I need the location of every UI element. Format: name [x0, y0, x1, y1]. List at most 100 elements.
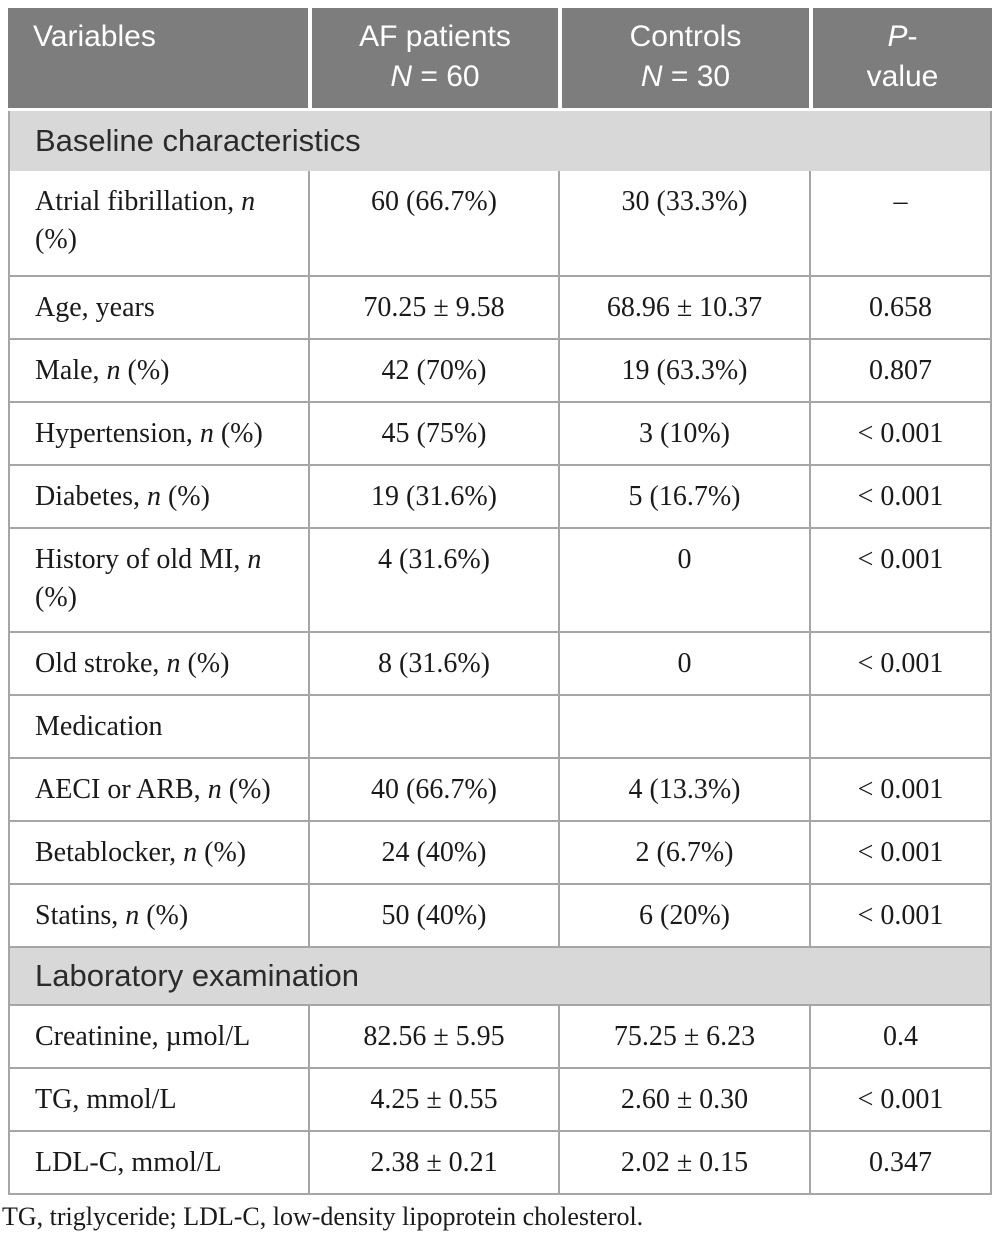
- label-suffix: (%): [139, 900, 189, 931]
- label-italic-n: n: [241, 186, 256, 217]
- label-text: Hypertension,: [35, 418, 200, 449]
- label-text: Creatinine, µmol/L: [35, 1021, 251, 1052]
- header-af-count: = 60: [412, 60, 480, 93]
- label-suffix: (%): [197, 837, 247, 868]
- label-suffix: (%): [35, 582, 77, 613]
- cell-controls-ldl-c: 2.02 ± 0.15: [558, 1130, 809, 1193]
- label-text: Statins,: [35, 900, 126, 931]
- header-controls-count: = 30: [662, 60, 731, 93]
- label-text: LDL-C, mmol/L: [35, 1147, 222, 1178]
- row-label-statins: Statins, n (%): [10, 883, 308, 946]
- cell-controls-tg: 2.60 ± 0.30: [558, 1067, 809, 1130]
- header-af-line2: N = 60: [312, 57, 558, 97]
- label-italic-n: n: [146, 481, 161, 512]
- cell-af-old-stroke: 8 (31.6%): [308, 631, 558, 694]
- label-text: Atrial fibrillation,: [35, 186, 242, 217]
- cell-af-hypertension: 45 (75%): [308, 401, 558, 464]
- header-p-dash: -: [907, 20, 918, 53]
- cell-af-diabetes: 19 (31.6%): [308, 464, 558, 527]
- cell-pvalue-history-old-mi: < 0.001: [809, 527, 990, 631]
- cell-controls-creatinine: 75.25 ± 6.23: [558, 1004, 809, 1067]
- row-label-medication: Medication: [10, 694, 308, 757]
- header-p-value: P- value: [809, 8, 992, 108]
- cell-controls-history-old-mi: 0: [558, 527, 809, 631]
- label-suffix: (%): [180, 648, 230, 679]
- cell-controls-statins: 6 (20%): [558, 883, 809, 946]
- label-suffix: (%): [213, 418, 263, 449]
- header-controls-n-italic: N: [640, 60, 663, 93]
- row-label-atrial-fibrillation: Atrial fibrillation, n (%): [10, 171, 308, 275]
- cell-pvalue-age: 0.658: [809, 275, 990, 338]
- cell-af-medication: [308, 694, 558, 757]
- cell-af-male: 42 (70%): [308, 338, 558, 401]
- header-controls: Controls N = 30: [558, 8, 809, 108]
- header-p-line1: P-: [813, 17, 992, 57]
- cell-controls-male: 19 (63.3%): [558, 338, 809, 401]
- label-italic-n: n: [207, 774, 222, 805]
- row-label-betablocker: Betablocker, n (%): [10, 820, 308, 883]
- label-text: AECI or ARB,: [35, 774, 208, 805]
- label-text: Male,: [35, 355, 107, 386]
- row-label-hypertension: Hypertension, n (%): [10, 401, 308, 464]
- label-suffix: (%): [35, 224, 77, 255]
- cell-pvalue-atrial-fibrillation: –: [809, 171, 990, 275]
- cell-af-ldl-c: 2.38 ± 0.21: [308, 1130, 558, 1193]
- table-body: Baseline characteristics Atrial fibrilla…: [8, 111, 992, 1195]
- header-p-italic: P: [887, 20, 908, 53]
- cell-controls-hypertension: 3 (10%): [558, 401, 809, 464]
- row-label-male: Male, n (%): [10, 338, 308, 401]
- row-label-aeci-or-arb: AECI or ARB, n (%): [10, 757, 308, 820]
- cell-pvalue-ldl-c: 0.347: [809, 1130, 990, 1193]
- cell-pvalue-diabetes: < 0.001: [809, 464, 990, 527]
- row-label-creatinine: Creatinine, µmol/L: [10, 1004, 308, 1067]
- label-text: TG, mmol/L: [35, 1084, 177, 1115]
- cell-pvalue-betablocker: < 0.001: [809, 820, 990, 883]
- cell-pvalue-creatinine: 0.4: [809, 1004, 990, 1067]
- cell-pvalue-statins: < 0.001: [809, 883, 990, 946]
- row-label-ldl-c: LDL-C, mmol/L: [10, 1130, 308, 1193]
- table-header-row: Variables AF patients N = 60 Controls N …: [8, 8, 992, 108]
- cell-pvalue-aeci-or-arb: < 0.001: [809, 757, 990, 820]
- label-text: Age, years: [35, 292, 155, 323]
- cell-controls-old-stroke: 0: [558, 631, 809, 694]
- label-italic-n: n: [183, 837, 198, 868]
- header-p-line2: value: [866, 60, 939, 93]
- row-label-history-old-mi: History of old MI, n (%): [10, 527, 308, 631]
- cell-controls-medication: [558, 694, 809, 757]
- table-footnote: TG, triglyceride; LDL-C, low-density lip…: [2, 1202, 644, 1231]
- cell-controls-betablocker: 2 (6.7%): [558, 820, 809, 883]
- cell-af-creatinine: 82.56 ± 5.95: [308, 1004, 558, 1067]
- cell-pvalue-old-stroke: < 0.001: [809, 631, 990, 694]
- label-italic-n: n: [247, 544, 262, 575]
- row-label-diabetes: Diabetes, n (%): [10, 464, 308, 527]
- clinical-characteristics-table: Variables AF patients N = 60 Controls N …: [8, 8, 992, 1195]
- section-laboratory-examination: Laboratory examination: [10, 946, 990, 1004]
- label-suffix: (%): [160, 481, 210, 512]
- cell-af-tg: 4.25 ± 0.55: [308, 1067, 558, 1130]
- label-text: Old stroke,: [35, 648, 167, 679]
- label-suffix: (%): [221, 774, 271, 805]
- label-italic-n: n: [199, 418, 214, 449]
- row-label-age: Age, years: [10, 275, 308, 338]
- header-af-line1: AF patients: [359, 20, 511, 53]
- section-baseline-characteristics: Baseline characteristics: [10, 111, 990, 171]
- cell-af-betablocker: 24 (40%): [308, 820, 558, 883]
- label-text: Medication: [35, 711, 163, 742]
- cell-pvalue-male: 0.807: [809, 338, 990, 401]
- cell-af-aeci-or-arb: 40 (66.7%): [308, 757, 558, 820]
- cell-af-history-old-mi: 4 (31.6%): [308, 527, 558, 631]
- cell-af-atrial-fibrillation: 60 (66.7%): [308, 171, 558, 275]
- row-label-old-stroke: Old stroke, n (%): [10, 631, 308, 694]
- cell-pvalue-hypertension: < 0.001: [809, 401, 990, 464]
- header-controls-line2: N = 30: [562, 57, 809, 97]
- label-suffix: (%): [120, 355, 170, 386]
- header-controls-line1: Controls: [629, 20, 742, 53]
- row-label-tg: TG, mmol/L: [10, 1067, 308, 1130]
- cell-af-statins: 50 (40%): [308, 883, 558, 946]
- header-af-n-italic: N: [390, 60, 413, 93]
- cell-af-age: 70.25 ± 9.58: [308, 275, 558, 338]
- header-variables-label: Variables: [33, 20, 156, 53]
- label-text: History of old MI,: [35, 544, 248, 575]
- header-variables: Variables: [8, 8, 308, 108]
